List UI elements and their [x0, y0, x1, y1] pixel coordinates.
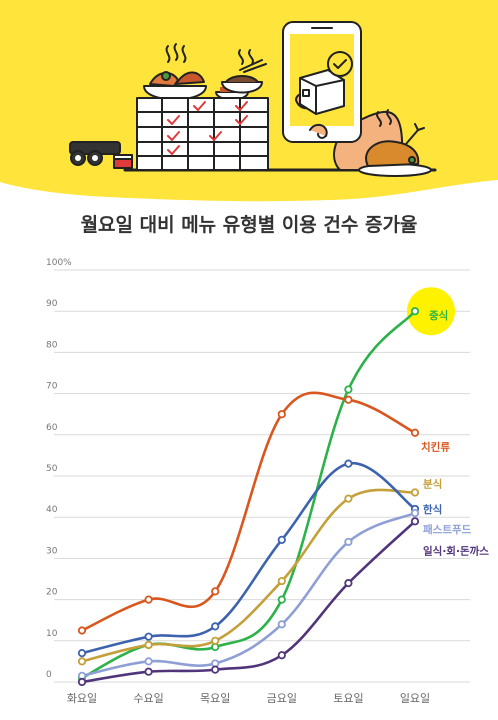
data-point	[211, 636, 220, 645]
series-1	[77, 391, 420, 635]
data-point	[144, 657, 153, 666]
y-tick-label: 60	[46, 423, 58, 433]
data-point	[77, 657, 87, 666]
y-tick-label: 0	[46, 670, 52, 680]
series-5	[77, 517, 420, 687]
data-point	[211, 665, 220, 674]
y-tick-label: 50	[46, 464, 58, 474]
series-0	[77, 307, 420, 682]
y-tick-label: 20	[46, 588, 58, 598]
data-point	[410, 508, 420, 518]
roast-chicken-icon	[358, 109, 432, 177]
data-point	[211, 587, 220, 596]
data-point	[344, 385, 353, 394]
data-point	[144, 640, 153, 650]
series-line	[80, 511, 417, 678]
data-point	[77, 626, 87, 635]
series-label: 한식	[423, 503, 442, 516]
data-point	[410, 517, 420, 526]
y-tick-label: 40	[46, 505, 58, 515]
series-line	[80, 309, 417, 680]
data-point	[410, 307, 420, 316]
x-tick-label: 목요일	[200, 691, 230, 705]
grid	[54, 269, 470, 683]
data-point	[344, 537, 353, 547]
data-point	[344, 459, 353, 468]
series-label: 치킨류	[421, 441, 450, 454]
x-tick-label: 수요일	[133, 691, 163, 705]
data-point	[77, 677, 87, 687]
y-tick-label: 10	[46, 629, 58, 639]
series-2	[77, 488, 420, 666]
chart-title: 월요일 대비 메뉴 유형별 이용 건수 증가율	[81, 214, 418, 236]
data-point	[410, 488, 420, 497]
series-label: 중식	[429, 309, 448, 322]
data-point	[144, 595, 153, 604]
check-bubble-icon	[327, 51, 353, 77]
y-tick-label: 30	[46, 546, 58, 556]
y-axis: 0 10 20 30 40 50 60 70 80 90 100%	[46, 258, 72, 680]
data-point	[277, 620, 286, 629]
x-tick-label: 토요일	[333, 691, 363, 705]
data-point	[77, 649, 87, 658]
roll-food-icon	[69, 141, 133, 169]
data-point	[277, 576, 286, 586]
series-line	[80, 391, 417, 632]
data-point	[410, 428, 420, 437]
data-point	[344, 494, 353, 503]
x-tick-label: 금요일	[267, 691, 297, 705]
series-4	[77, 508, 420, 680]
x-tick-label: 화요일	[67, 691, 97, 705]
series-label: 패스트푸드	[423, 523, 472, 536]
data-point	[144, 667, 153, 676]
data-point	[344, 579, 353, 588]
highlight-layer	[407, 287, 455, 336]
series-line	[80, 520, 417, 684]
x-tick-label: 일요일	[400, 691, 430, 705]
highlight-circle	[407, 287, 455, 336]
illustration	[69, 21, 437, 177]
series-layer	[77, 307, 420, 687]
series-label: 분식	[423, 477, 442, 490]
series-label: 일식·회·돈까스	[423, 544, 489, 557]
data-point	[277, 410, 286, 419]
data-point	[277, 535, 286, 544]
data-point	[277, 651, 286, 660]
y-tick-label: 90	[46, 299, 58, 309]
data-point	[277, 595, 286, 604]
x-axis: 화요일 수요일 목요일 금요일 토요일 일요일	[67, 691, 430, 705]
y-tick-label: 80	[46, 340, 58, 350]
data-point	[344, 395, 353, 404]
data-point	[144, 632, 153, 641]
series-line	[80, 488, 417, 663]
data-point	[211, 622, 220, 631]
delivery-box-icon	[299, 69, 345, 115]
y-tick-label: 100%	[46, 258, 72, 268]
y-tick-label: 70	[46, 382, 58, 392]
calendar-icon	[136, 97, 269, 171]
